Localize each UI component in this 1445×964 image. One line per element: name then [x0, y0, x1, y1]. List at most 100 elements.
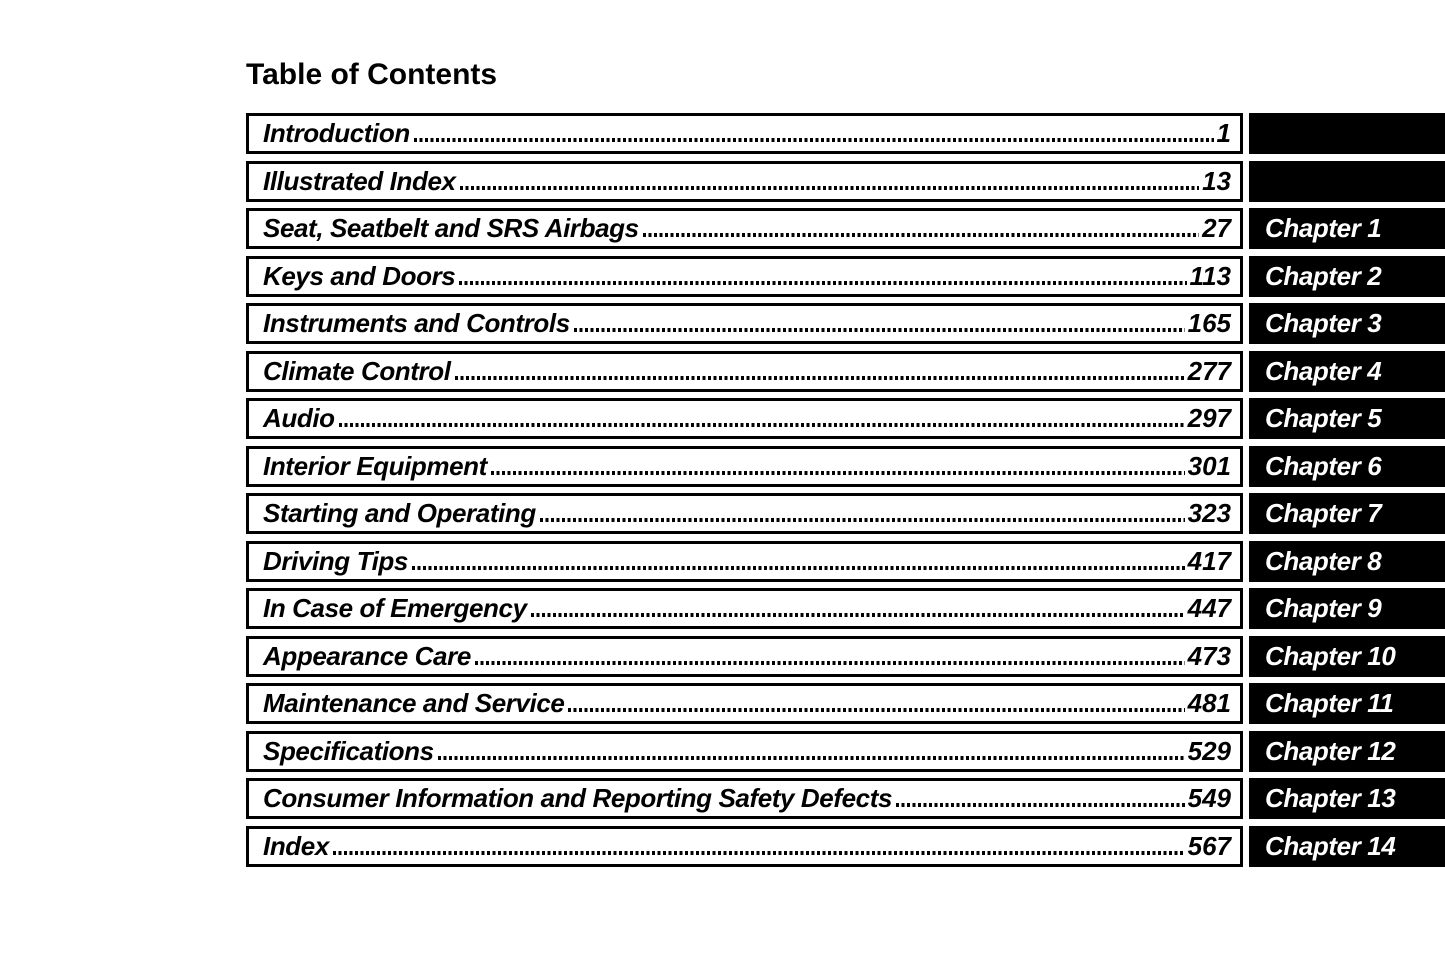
toc-entry-title: In Case of Emergency	[263, 593, 527, 623]
toc-entry-title: Index	[263, 830, 329, 861]
chapter-tab	[1249, 113, 1445, 154]
chapter-tab-label: Chapter 9	[1265, 593, 1382, 623]
toc-row: Specifications 529 Chapter 12	[246, 730, 1445, 772]
toc-entry: Instruments and Controls 165	[246, 303, 1243, 344]
toc-entry-title: Instruments and Controls	[263, 308, 570, 338]
chapter-tab: Chapter 5	[1249, 398, 1445, 439]
toc-entry-title: Interior Equipment	[263, 450, 487, 481]
toc-entry-page-number: 165	[1187, 308, 1231, 338]
chapter-tab-label: Chapter 6	[1265, 450, 1382, 481]
dotted-leader	[530, 591, 1185, 626]
toc-entry-title: Seat, Seatbelt and SRS Airbags	[263, 213, 639, 243]
toc-entry: Index 567	[246, 825, 1243, 867]
chapter-tab: Chapter 6	[1249, 445, 1445, 487]
dotted-leader	[474, 638, 1185, 674]
toc-entry-title: Driving Tips	[263, 545, 408, 576]
chapter-tab: Chapter 7	[1249, 493, 1445, 534]
chapter-tab-label: Chapter 4	[1265, 355, 1382, 386]
toc-entry: Introduction 1	[246, 113, 1243, 154]
toc-entry: Consumer Information and Reporting Safet…	[246, 778, 1243, 819]
chapter-tab-label: Chapter 7	[1265, 498, 1382, 528]
toc-row: Maintenance and Service 481 Chapter 11	[246, 683, 1445, 724]
toc-entry-title: Keys and Doors	[263, 260, 456, 291]
chapter-tab: Chapter 2	[1249, 255, 1445, 297]
dotted-leader	[338, 401, 1185, 436]
table-of-contents: Introduction 1 Illustrated Index 13 Seat…	[246, 113, 1445, 867]
chapter-tab: Chapter 13	[1249, 778, 1445, 819]
dotted-leader	[437, 733, 1185, 769]
toc-row: Consumer Information and Reporting Safet…	[246, 778, 1445, 819]
toc-entry-page-number: 301	[1187, 450, 1231, 481]
toc-entry: Maintenance and Service 481	[246, 683, 1243, 724]
toc-row: Instruments and Controls 165 Chapter 3	[246, 303, 1445, 344]
toc-entry-page-number: 417	[1187, 545, 1231, 576]
toc-entry: Starting and Operating 323	[246, 493, 1243, 534]
dotted-leader	[539, 496, 1185, 531]
chapter-tab: Chapter 10	[1249, 635, 1445, 677]
chapter-tab-label: Chapter 8	[1265, 545, 1382, 576]
chapter-tab: Chapter 4	[1249, 350, 1445, 392]
toc-entry-title: Consumer Information and Reporting Safet…	[263, 783, 893, 813]
chapter-tab-label: Chapter 14	[1265, 830, 1396, 861]
toc-entry: Seat, Seatbelt and SRS Airbags 27	[246, 208, 1243, 249]
chapter-tab-label: Chapter 13	[1265, 783, 1396, 813]
dotted-leader	[490, 448, 1185, 484]
dotted-leader	[896, 781, 1185, 816]
chapter-tab-label: Chapter 12	[1265, 735, 1396, 766]
toc-row: Starting and Operating 323 Chapter 7	[246, 493, 1445, 534]
toc-entry-title: Audio	[263, 403, 335, 433]
toc-entry: Climate Control 277	[246, 350, 1243, 392]
toc-entry-page-number: 13	[1202, 165, 1231, 196]
chapter-tab: Chapter 11	[1249, 683, 1445, 724]
chapter-tab: Chapter 3	[1249, 303, 1445, 344]
toc-entry-page-number: 297	[1187, 403, 1231, 433]
toc-entry-title: Maintenance and Service	[263, 688, 565, 718]
toc-entry-page-number: 113	[1189, 260, 1231, 291]
chapter-tab-label: Chapter 3	[1265, 308, 1382, 338]
toc-row: Climate Control 277 Chapter 4	[246, 350, 1445, 392]
toc-entry: Keys and Doors 113	[246, 255, 1243, 297]
toc-row: Seat, Seatbelt and SRS Airbags 27 Chapte…	[246, 208, 1445, 249]
dotted-leader	[459, 258, 1187, 294]
toc-entry-title: Appearance Care	[263, 640, 471, 671]
chapter-tab-label: Chapter 1	[1265, 213, 1382, 243]
dotted-leader	[573, 306, 1185, 341]
toc-entry: Driving Tips 417	[246, 540, 1243, 582]
toc-entry-page-number: 447	[1187, 593, 1231, 623]
dotted-leader	[642, 211, 1200, 246]
toc-entry-page-number: 529	[1187, 735, 1231, 766]
toc-entry-title: Specifications	[263, 735, 434, 766]
toc-row: Interior Equipment 301 Chapter 6	[246, 445, 1445, 487]
toc-entry-title: Illustrated Index	[263, 165, 456, 196]
chapter-tab-label: Chapter 2	[1265, 260, 1382, 291]
toc-entry-page-number: 567	[1187, 830, 1231, 861]
toc-entry-page-number: 549	[1187, 783, 1231, 813]
toc-entry-page-number: 27	[1202, 213, 1231, 243]
toc-row: Introduction 1	[246, 113, 1445, 154]
chapter-tab: Chapter 8	[1249, 540, 1445, 582]
toc-row: In Case of Emergency 447 Chapter 9	[246, 588, 1445, 629]
toc-row: Driving Tips 417 Chapter 8	[246, 540, 1445, 582]
toc-entry: Appearance Care 473	[246, 635, 1243, 677]
dotted-leader	[454, 353, 1185, 389]
toc-row: Keys and Doors 113 Chapter 2	[246, 255, 1445, 297]
toc-entry: In Case of Emergency 447	[246, 588, 1243, 629]
toc-entry-page-number: 481	[1187, 688, 1231, 718]
dotted-leader	[413, 116, 1214, 151]
toc-entry: Audio 297	[246, 398, 1243, 439]
toc-row: Index 567 Chapter 14	[246, 825, 1445, 867]
page-title: Table of Contents	[246, 58, 498, 91]
chapter-tab: Chapter 12	[1249, 730, 1445, 772]
dotted-leader	[568, 686, 1185, 721]
toc-entry: Interior Equipment 301	[246, 445, 1243, 487]
chapter-tab-label: Chapter 10	[1265, 640, 1396, 671]
dotted-leader	[459, 163, 1200, 199]
toc-entry-title: Climate Control	[263, 355, 451, 386]
chapter-tab-label: Chapter 5	[1265, 403, 1382, 433]
toc-row: Appearance Care 473 Chapter 10	[246, 635, 1445, 677]
toc-row: Audio 297 Chapter 5	[246, 398, 1445, 439]
chapter-tab-label: Chapter 11	[1265, 688, 1394, 718]
toc-entry-page-number: 473	[1187, 640, 1231, 671]
dotted-leader	[332, 828, 1185, 864]
chapter-tab	[1249, 160, 1445, 202]
